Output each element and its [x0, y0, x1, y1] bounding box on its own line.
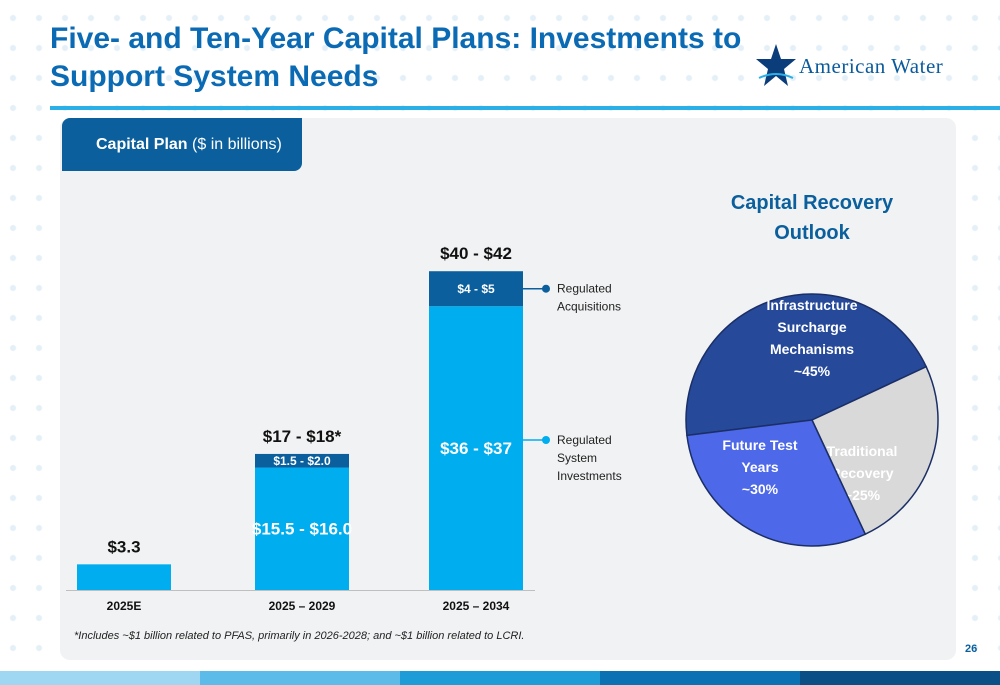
bar-segment: [77, 564, 171, 590]
bar-segment: [429, 271, 523, 307]
panel-tab: Capital Plan ($ in billions): [62, 118, 302, 171]
star-icon: [756, 44, 796, 86]
bottom-color-bar: [0, 671, 1000, 685]
page-number: 26: [965, 643, 978, 655]
x-tick-label: 2025 – 2034: [443, 599, 510, 613]
legend-label: Regulated: [557, 433, 612, 447]
pie-slice: [686, 419, 867, 547]
bar-total-label: $17 - $18*: [263, 427, 342, 446]
slide-title-line-2: Support System Needs: [50, 60, 379, 93]
legend-label: System: [557, 451, 597, 465]
bar-value-label: $15.5 - $16.0: [252, 520, 352, 539]
title-divider: [50, 106, 1000, 110]
pie-slice-label: ~30%: [742, 481, 779, 497]
company-logo: American Water: [755, 42, 965, 92]
legend-label: Acquisitions: [557, 300, 621, 314]
slide-title-line-1: Five- and Ten-Year Capital Plans: Invest…: [50, 22, 742, 55]
pie-slice-label: Surcharge: [777, 319, 846, 335]
bar-total-label: $40 - $42: [440, 244, 512, 263]
legend-label: Investments: [557, 469, 622, 483]
pie-title-line-1: Capital Recovery: [730, 192, 894, 214]
slide-title: Five- and Ten-Year Capital Plans: Invest…: [50, 20, 750, 96]
pie-title: Capital Recovery Outlook: [712, 188, 912, 248]
x-tick-label: 2025 – 2029: [269, 599, 336, 613]
footnote: *Includes ~$1 billion related to PFAS, p…: [74, 630, 525, 642]
legend-label: Regulated: [557, 282, 612, 296]
bar-segment: [429, 306, 523, 590]
pie-slice-label: ~25%: [844, 487, 881, 503]
logo-text: American Water: [799, 54, 944, 78]
x-tick-label: 2025E: [107, 599, 142, 613]
pie-slice-label: Traditional: [827, 443, 898, 459]
pie-slice: [811, 365, 939, 536]
panel-title-rest: ($ in billions): [187, 136, 282, 153]
pie-slice-label: Recovery: [830, 465, 893, 481]
bar-segment: [255, 453, 349, 468]
pie-slice-label: Mechanisms: [770, 341, 854, 357]
pie-slice-label: ~45%: [794, 363, 831, 379]
bar-value-label: $36 - $37: [440, 439, 512, 458]
bar-total-label: $3.3: [107, 537, 140, 556]
pie-slice-label: Future Test: [722, 437, 798, 453]
bar-segment: [255, 467, 349, 590]
legend-dot: [542, 436, 550, 444]
bar-value-label: $4 - $5: [457, 282, 495, 296]
legend-dot: [542, 284, 550, 293]
pie-slice-label: Years: [741, 459, 779, 475]
pie-slice: [685, 293, 928, 437]
pie-title-line-2: Outlook: [774, 222, 850, 244]
pie-slice-label: Infrastructure: [766, 297, 857, 313]
panel-title-bold: Capital Plan: [96, 136, 188, 153]
bar-value-label: $1.5 - $2.0: [273, 454, 331, 468]
